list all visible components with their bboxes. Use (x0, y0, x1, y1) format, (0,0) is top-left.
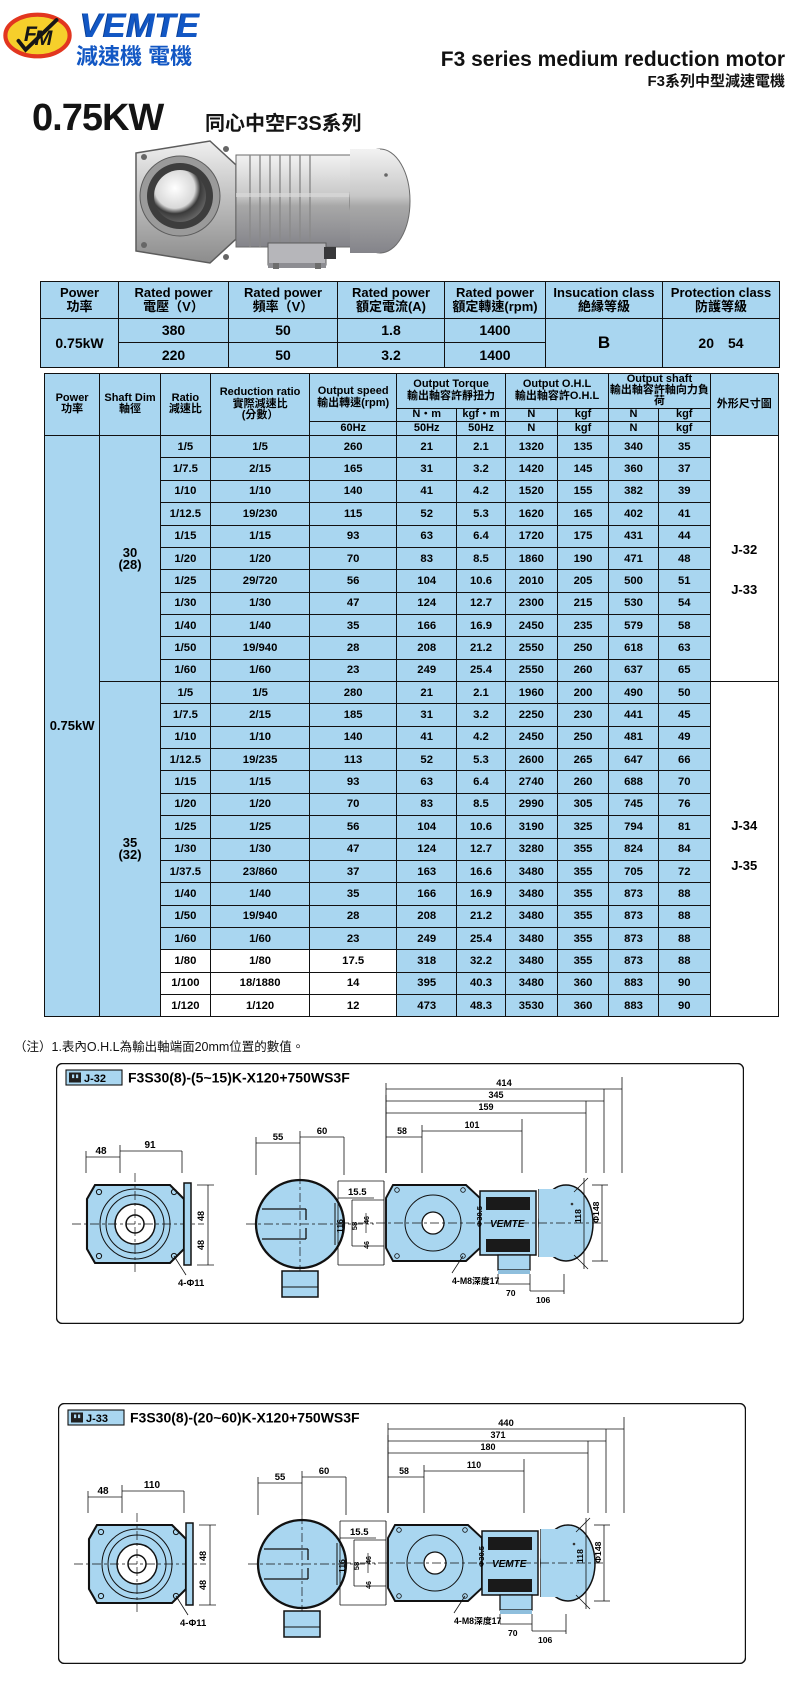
svg-text:Φ148: Φ148 (591, 1202, 601, 1224)
svg-text:46: 46 (364, 1241, 371, 1249)
svg-text:Φ148: Φ148 (593, 1542, 603, 1564)
svg-text:F3S30(8)-(5~15)K-X120+750WS3F: F3S30(8)-(5~15)K-X120+750WS3F (128, 1070, 350, 1086)
svg-text:371: 371 (490, 1430, 505, 1440)
svg-text:91: 91 (145, 1140, 157, 1151)
svg-text:4-M8深度17: 4-M8深度17 (452, 1275, 500, 1286)
svg-text:58: 58 (399, 1466, 409, 1476)
svg-text:106: 106 (536, 1295, 551, 1305)
svg-text:48: 48 (198, 1551, 208, 1561)
svg-text:118: 118 (573, 1209, 583, 1223)
svg-text:4-Φ11: 4-Φ11 (178, 1278, 205, 1289)
svg-text:159: 159 (479, 1102, 494, 1112)
svg-text:48: 48 (198, 1580, 208, 1590)
svg-text:J-33: J-33 (86, 1413, 108, 1425)
svg-text:48: 48 (97, 1486, 109, 1497)
svg-text:46: 46 (366, 1581, 373, 1589)
svg-text:60: 60 (317, 1126, 328, 1137)
svg-text:48: 48 (196, 1240, 206, 1250)
svg-text:101: 101 (465, 1120, 480, 1130)
svg-text:180: 180 (480, 1442, 495, 1452)
svg-text:110: 110 (466, 1460, 480, 1470)
svg-text:Φ30.5: Φ30.5 (475, 1206, 484, 1228)
svg-text:55: 55 (273, 1132, 284, 1143)
svg-text:70: 70 (506, 1288, 516, 1298)
svg-text:4-M8深度17: 4-M8深度17 (454, 1615, 502, 1626)
svg-text:70: 70 (508, 1628, 518, 1638)
svg-text:VEMTE: VEMTE (492, 1559, 527, 1570)
svg-text:116: 116 (335, 1219, 345, 1233)
svg-text:440: 440 (498, 1418, 514, 1428)
svg-text:VEMTE: VEMTE (490, 1219, 525, 1230)
svg-text:48: 48 (196, 1211, 206, 1221)
svg-text:48: 48 (96, 1146, 108, 1157)
svg-text:55: 55 (274, 1472, 285, 1483)
svg-text:15.5: 15.5 (350, 1527, 369, 1538)
svg-text:116: 116 (337, 1559, 347, 1573)
svg-text:118: 118 (575, 1549, 585, 1563)
svg-text:106: 106 (538, 1635, 553, 1645)
svg-text:4-Φ11: 4-Φ11 (180, 1618, 207, 1629)
svg-text:414: 414 (496, 1078, 512, 1088)
svg-text:J-32: J-32 (84, 1073, 106, 1085)
svg-text:60: 60 (318, 1466, 329, 1477)
svg-text:Φ30.5: Φ30.5 (477, 1545, 486, 1567)
svg-text:110: 110 (143, 1480, 160, 1491)
svg-text:345: 345 (489, 1090, 504, 1100)
svg-text:58: 58 (397, 1126, 407, 1136)
svg-text:15.5: 15.5 (348, 1187, 367, 1198)
svg-text:F3S30(8)-(20~60)K-X120+750WS3F: F3S30(8)-(20~60)K-X120+750WS3F (130, 1410, 360, 1426)
